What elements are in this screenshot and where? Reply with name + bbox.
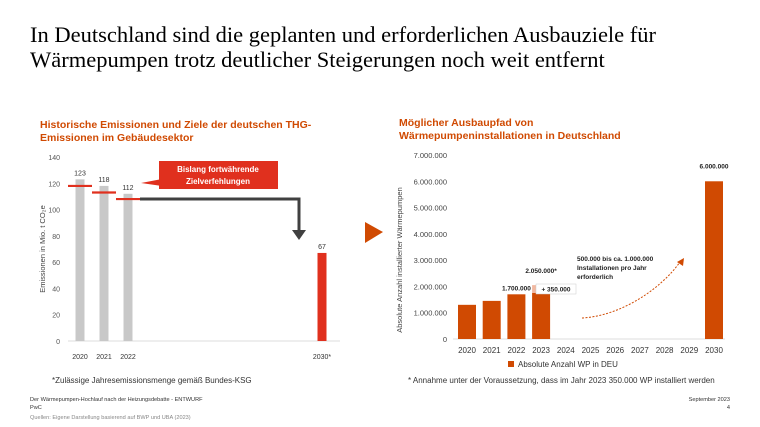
y-tick-label: 0 (56, 339, 60, 346)
annotation-line1: 500.000 bis ca. 1.000.000 (577, 256, 654, 263)
bar (482, 300, 501, 339)
bar-value-label: 123 (74, 170, 86, 177)
y-tick-label: 20 (52, 313, 60, 320)
bar (532, 293, 551, 339)
data-label: 6.000.000 (700, 163, 729, 170)
x-tick-label: 2025 (582, 346, 600, 355)
left-chart-title: Historische Emissionen und Ziele der deu… (40, 119, 312, 144)
bar-value-label: 67 (318, 244, 326, 251)
y-tick-label: 5.000.000 (414, 204, 447, 213)
legend-swatch (508, 361, 514, 367)
increment-label-box (535, 283, 577, 295)
y-tick-label: 2.000.000 (414, 282, 447, 291)
y-tick-label: 3.000.000 (414, 256, 447, 265)
x-tick-label: 2027 (631, 346, 649, 355)
x-tick-label: 2023 (532, 346, 550, 355)
x-tick-label: 2029 (680, 346, 698, 355)
y-axis-label: Absolute Anzahl installierter Wärmepumpe… (395, 187, 404, 333)
trend-arrow-line (140, 197, 301, 230)
data-label: 1.700.000 (502, 285, 531, 292)
footer-company: PwC (30, 405, 42, 411)
bar-value-label: 118 (98, 177, 109, 184)
bar (458, 304, 476, 339)
right-footnote: * Annahme unter der Voraussetzung, dass … (408, 376, 715, 385)
x-tick-label: 2022 (508, 346, 526, 355)
x-tick-label: 2020 (458, 346, 476, 355)
legend-label: Absolute Anzahl WP in DEU (518, 360, 618, 369)
y-tick-label: 6.000.000 (414, 177, 447, 186)
bar (99, 185, 109, 341)
footer-date: September 2023 (688, 397, 730, 403)
left-footnote: *Zulässige Jahresemissionsmenge gemäß Bu… (52, 376, 252, 385)
footer-page-number: 4 (726, 405, 730, 411)
y-tick-label: 100 (48, 208, 60, 215)
footer-source: Quellen: Eigene Darstellung basierend au… (30, 415, 191, 421)
x-tick-label: 2024 (557, 346, 575, 355)
bar (507, 294, 526, 339)
curve-arrow-icon (677, 258, 684, 266)
x-tick-label: 2022 (120, 354, 136, 361)
growth-curve (581, 261, 681, 319)
left-chart: 0 20 40 60 80 100 120 140 Emissionen in Mio. t C… (38, 155, 340, 361)
callout-pointer-icon (141, 179, 162, 186)
bar (75, 179, 85, 341)
x-tick-label: 2021 (483, 346, 501, 355)
x-tick-label: 2026 (606, 346, 624, 355)
y-tick-label: 80 (52, 234, 60, 241)
annotation-line2: Installationen pro Jahr (577, 265, 647, 272)
footer-doc-title: Der Wärmepumpen-Hochlauf nach der Heizun… (30, 397, 203, 403)
annotation-line3: erforderlich (577, 274, 613, 281)
right-chart-title: Möglicher Ausbaupfad von Wärmepumpeninst… (399, 117, 621, 142)
bar (705, 181, 723, 339)
bar (317, 252, 327, 341)
x-tick-label: 2021 (96, 354, 112, 361)
arrow-down-icon (292, 230, 306, 240)
callout-box (159, 161, 278, 189)
y-tick-label: 7.000.000 (414, 151, 447, 160)
y-tick-label: 140 (48, 155, 60, 162)
x-tick-label: 2020 (72, 354, 88, 361)
callout-text-line1: Bislang fortwährende (177, 165, 259, 174)
callout-text-line2: Zielverfehlungen (186, 177, 250, 186)
separator-arrow-icon (365, 222, 383, 243)
y-axis-label: Emissionen in Mio. t CO₂e (38, 205, 47, 293)
x-tick-label: 2030* (313, 354, 332, 361)
y-tick-label: 40 (52, 286, 60, 293)
y-tick-label: 4.000.000 (414, 230, 447, 239)
y-tick-label: 0 (443, 335, 447, 344)
y-tick-label: 120 (48, 181, 60, 188)
data-label: 2.050.000* (525, 268, 557, 275)
page-title: In Deutschland sind die geplanten und er… (30, 22, 657, 72)
y-tick-label: 60 (52, 260, 60, 267)
increment-label: + 350.000 (541, 287, 570, 294)
y-tick-label: 1.000.000 (414, 309, 447, 318)
x-tick-label: 2030 (705, 346, 723, 355)
bar (123, 193, 133, 341)
right-chart: 0 1.000.000 2.000.000 3.000.000 4.000.000 5.0… (395, 151, 729, 369)
bar-value-label: 112 (122, 185, 133, 192)
x-tick-label: 2028 (656, 346, 674, 355)
